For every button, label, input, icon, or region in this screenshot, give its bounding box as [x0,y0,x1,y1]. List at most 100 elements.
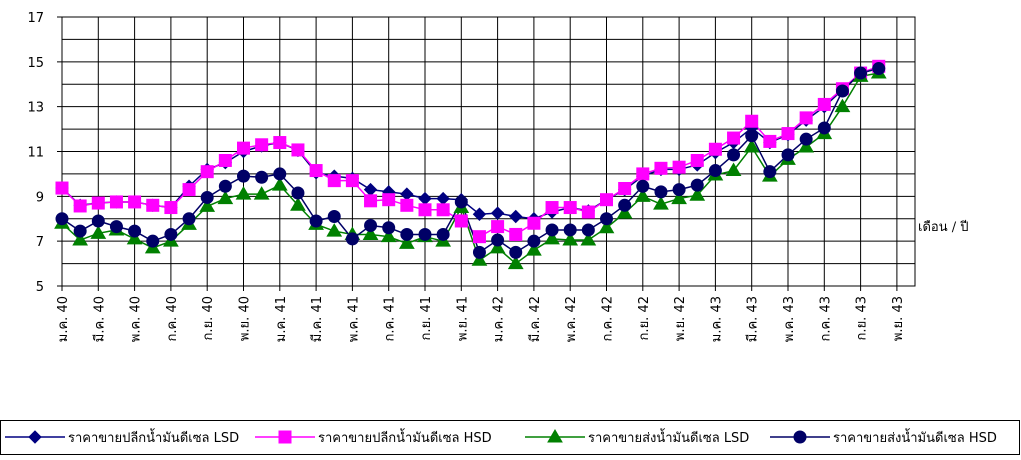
x-tick-label: พ.ย. 40 [238,296,253,341]
data-point [763,165,777,179]
data-point [527,234,541,248]
data-point [345,174,359,188]
data-point [563,201,577,215]
data-point [164,227,178,241]
data-point [418,203,432,217]
series-line [61,67,879,220]
data-point [109,195,123,209]
data-point [544,230,560,245]
x-tick-label: ม.ค. 41 [274,296,289,342]
data-point [472,207,487,221]
data-point [273,167,287,181]
y-tick-label: 15 [27,56,44,71]
data-point [653,196,669,210]
data-point [781,148,795,162]
data-point [763,134,777,148]
data-point [218,153,232,167]
y-tick-label: 17 [27,11,44,26]
data-point [199,198,216,212]
x-tick-label: พ.ย. 43 [891,296,906,341]
data-point [708,142,722,156]
data-point [835,84,849,98]
x-tick-label: ม.ค. 40 [56,296,71,342]
data-point [545,201,559,215]
data-point [126,230,143,245]
data-point [798,139,815,153]
data-point [527,216,541,230]
x-tick-label: ก.ค. 43 [818,296,833,342]
data-point [489,239,506,254]
data-point [91,214,105,228]
data-point [563,223,577,237]
data-point [690,153,704,167]
data-point [362,226,379,240]
legend [0,420,1020,455]
data-point [237,141,250,155]
data-point [253,186,270,200]
legend-marker [793,430,807,444]
legend-marker [278,430,292,444]
data-point [128,224,142,238]
legend-label: ราคาขายส่งน้ำมันดีเซล LSD [588,428,749,446]
x-tick-label: ก.ย. 43 [855,296,870,340]
data-point [146,234,160,248]
x-tick-label: ม.ค. 43 [709,296,724,342]
data-point [598,219,615,234]
data-point [327,174,341,188]
data-point [636,179,650,193]
x-tick-label: มี.ค. 43 [745,296,761,342]
data-point [255,170,269,184]
data-point [436,203,450,217]
data-point [309,214,323,228]
data-point [164,201,178,215]
x-axis-label: เดือน / ปี [918,219,968,235]
data-point [817,97,831,111]
y-tick-label: 9 [36,190,44,205]
data-point [689,187,706,201]
data-point [400,227,414,241]
data-point [672,160,686,174]
data-point [725,162,742,177]
data-point [654,185,668,199]
data-point [509,227,523,241]
data-point [745,129,759,143]
x-tick-label: พ.ย. 41 [455,296,470,341]
y-tick-label: 11 [27,146,44,161]
data-point [128,195,142,209]
data-point [182,212,196,226]
legend-label: ราคาขายปลีกน้ำมันดีเซล LSD [68,428,239,446]
data-point [545,223,559,237]
data-point [146,198,160,212]
series-line [61,67,879,254]
data-point [472,230,486,244]
x-tick-label: ก.ย. 41 [419,296,434,340]
data-point [290,197,306,211]
data-point [743,139,760,153]
data-point [364,194,378,208]
data-point [509,209,523,224]
data-point [817,121,831,135]
data-point [854,66,868,80]
data-point [200,165,214,179]
data-point [472,245,486,259]
x-tick-label: พ.ค. 43 [782,296,797,342]
data-point [291,186,305,200]
data-point [382,193,396,207]
x-tick-label: ก.ย. 40 [201,296,216,340]
legend-label: ราคาขายปลีกน้ำมันดีเซล HSD [318,428,492,446]
data-point [400,198,414,212]
x-tick-label: มี.ค. 40 [91,296,107,342]
data-point [672,183,686,197]
y-tick-label: 13 [27,101,44,116]
data-point [616,205,633,219]
data-point [398,235,415,249]
series-line [61,72,879,265]
data-point [600,193,613,207]
legend-label: ราคาขายส่งน้ำมันดีเซล HSD [833,428,997,446]
x-tick-label: พ.ค. 41 [346,296,361,342]
data-point [255,138,269,152]
data-point [454,214,468,228]
data-point [799,132,813,146]
data-point [872,62,886,76]
